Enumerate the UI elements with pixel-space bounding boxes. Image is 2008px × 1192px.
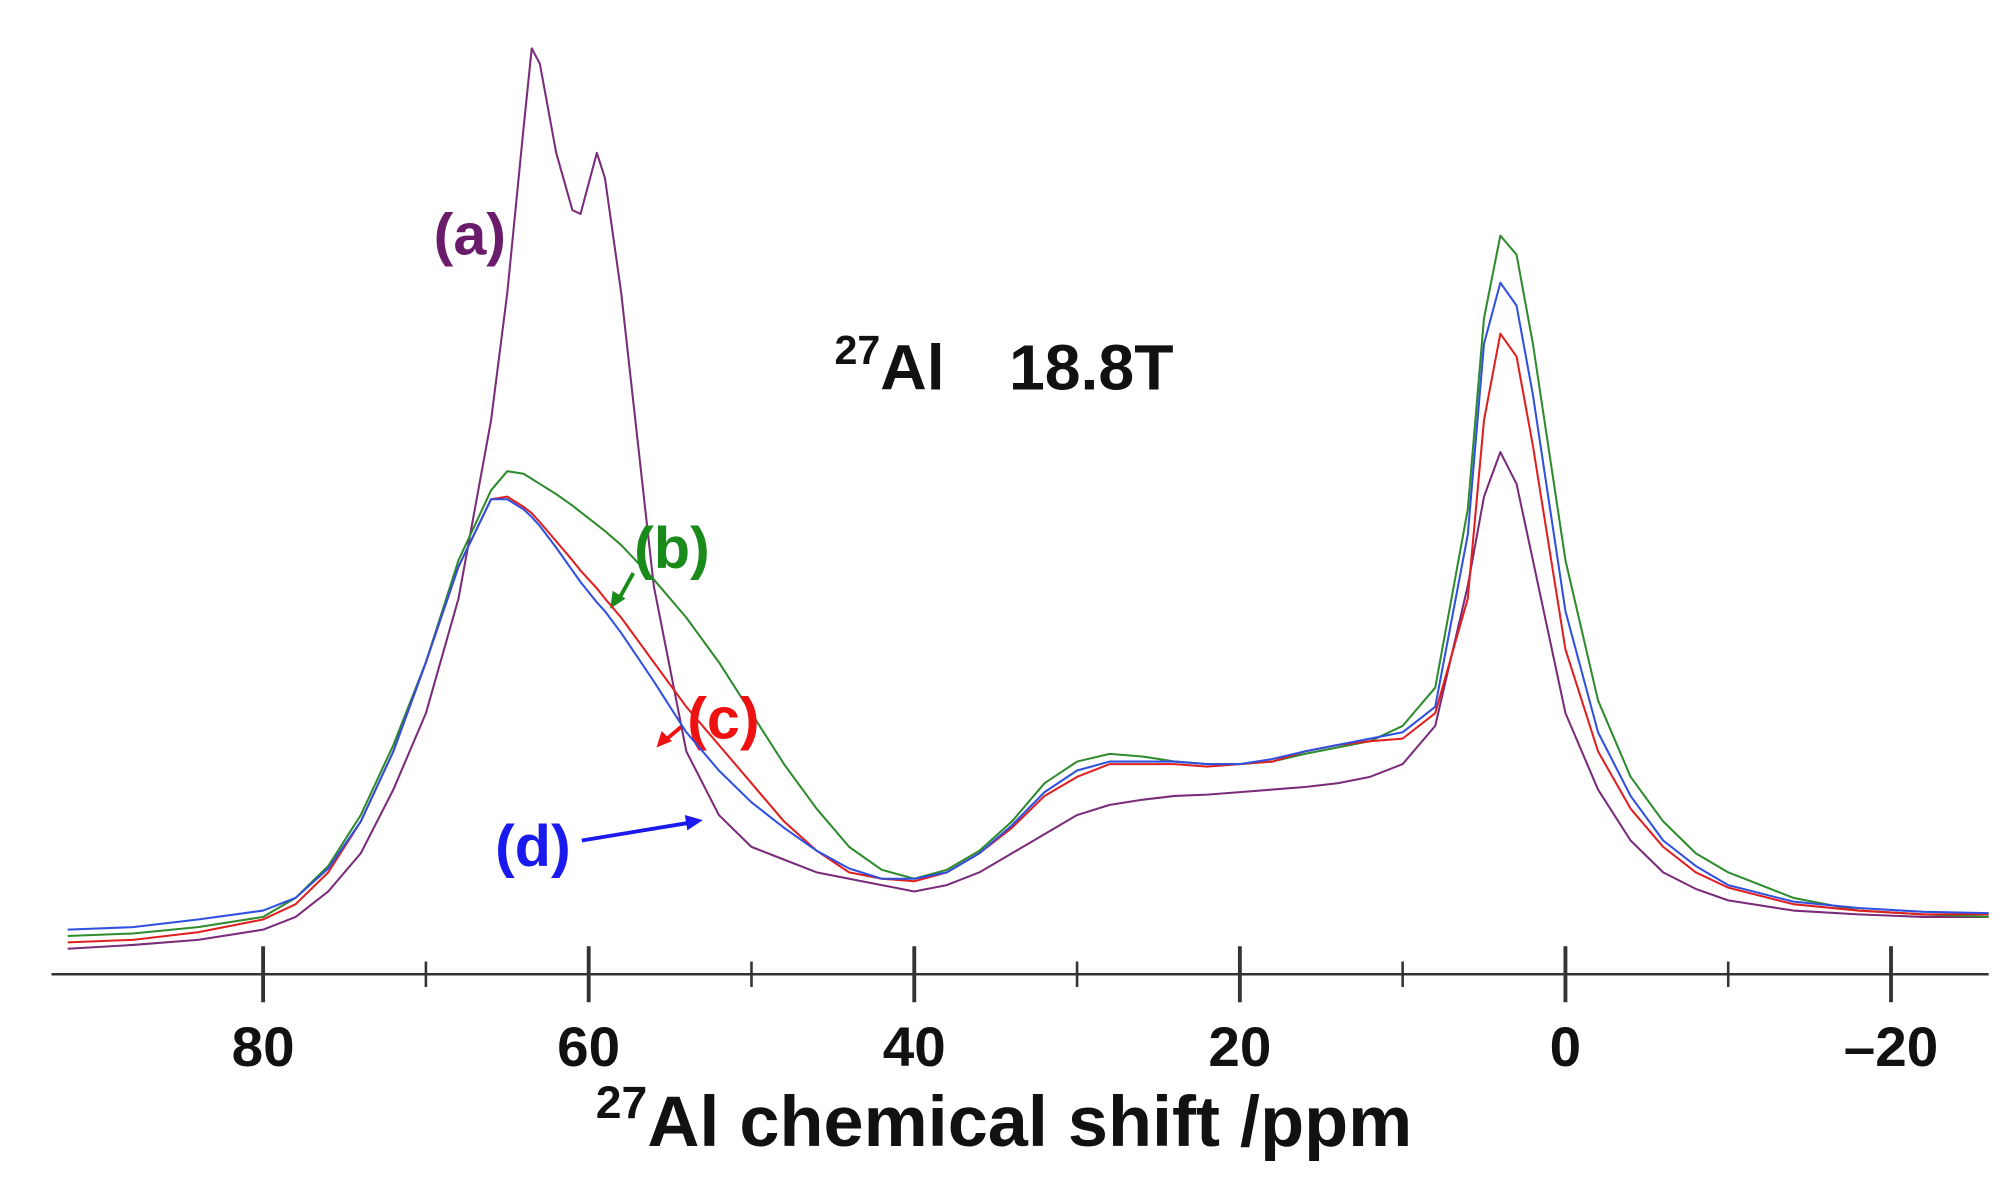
x-tick-label: 60 (557, 1015, 620, 1078)
x-tick-label: 0 (1550, 1015, 1581, 1078)
arrow-head (684, 815, 703, 831)
x-axis-title: 27Al chemical shift /ppm (596, 1076, 1412, 1162)
series-label: (d) (495, 814, 571, 879)
mass-number: 27 (596, 1076, 648, 1128)
spectrum-line (67, 234, 1989, 938)
arrow-head (610, 590, 626, 609)
arrow-head (656, 730, 672, 748)
field-strength: 18.8T (1009, 332, 1174, 404)
spectrum-line (67, 332, 1989, 944)
arrow-d (581, 820, 691, 843)
series-label: (c) (687, 687, 759, 752)
x-axis-title-text: Al chemical shift /ppm (647, 1082, 1412, 1162)
series-label: (a) (434, 203, 506, 268)
x-tick-label: 80 (232, 1015, 295, 1078)
x-tick-label: 20 (1208, 1015, 1271, 1078)
series-label: (b) (634, 516, 710, 581)
nucleus: Al (880, 332, 944, 404)
spectrum-line (67, 281, 1989, 931)
x-tick-label: –20 (1844, 1015, 1938, 1078)
x-tick-label: 40 (883, 1015, 946, 1078)
arrows (581, 572, 703, 843)
spectrum-line (67, 47, 1989, 950)
field-annotation: 27Al 18.8T (834, 327, 1173, 403)
mass-number: 27 (834, 327, 880, 373)
